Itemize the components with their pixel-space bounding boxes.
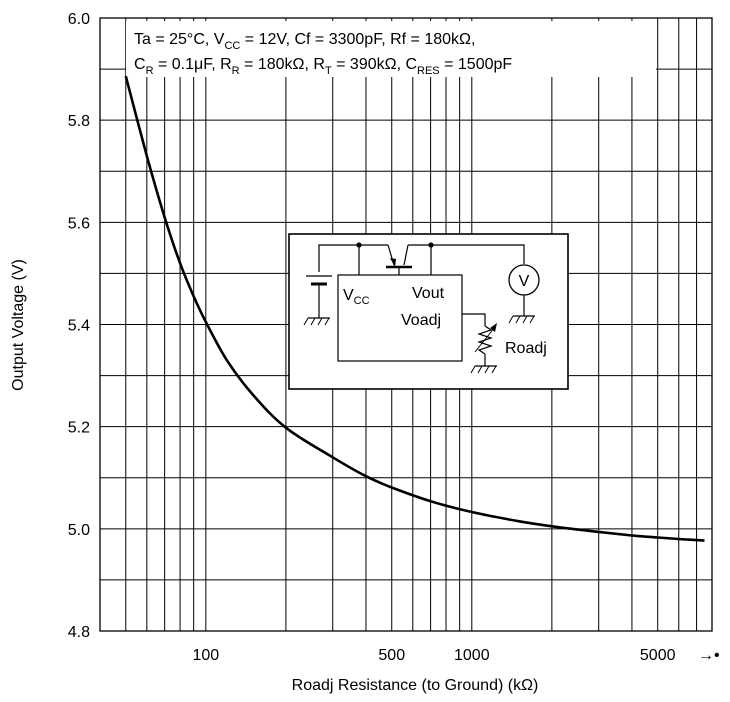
y-tick-label: 5.6 (68, 215, 90, 232)
ground-icon (508, 315, 535, 324)
vout-pin-label: Vout (412, 285, 445, 302)
vcc-pin-label: VCC (343, 287, 370, 307)
variable-resistor-arrow-shaft (474, 326, 496, 353)
x-tick-label: 5000 (640, 647, 676, 664)
y-tick-label: 5.2 (68, 420, 90, 437)
y-tick-label: 5.4 (68, 318, 90, 335)
junction-dot-left (356, 242, 362, 248)
ground-icon (303, 317, 330, 326)
x-tick-label: 500 (378, 647, 405, 664)
conditions-background (126, 21, 656, 77)
plot-frame (99, 17, 713, 632)
series-line (124, 75, 705, 542)
inset-circuit: V VCC Vout Voadj Roadj (288, 233, 569, 390)
roadj-label: Roadj (505, 340, 547, 357)
voadj-wire (462, 313, 486, 326)
x-axis-end-arrow: →• (698, 647, 720, 664)
inset-frame (288, 233, 569, 390)
y-tick-label: 6.0 (68, 11, 90, 28)
x-tick-label: 1000 (454, 647, 490, 664)
y-tick-label: 5.8 (68, 113, 90, 130)
x-axis-title: Roadj Resistance (to Ground) (kΩ) (292, 677, 539, 694)
test-conditions: Ta = 25°C, VCC = 12V, Cf = 3300pF, Rf = … (126, 21, 656, 77)
output-wire (408, 244, 525, 264)
conditions-line-2: CR = 0.1μF, RR = 180kΩ, RT = 390kΩ, CRES… (134, 56, 512, 77)
voltmeter-label: V (519, 273, 530, 290)
y-tick-label: 4.8 (68, 624, 90, 641)
tick-labels: 100 500 1000 5000 4.8 5.0 5.2 5.4 5.6 5.8 6.0 (68, 11, 676, 664)
y-axis-title: Output Voltage (V) (10, 259, 27, 391)
y-tick-label: 5.0 (68, 522, 90, 539)
x-tick-label: 100 (192, 647, 219, 664)
ground-icon (470, 365, 497, 374)
battery-wire (318, 244, 388, 272)
transistor-icon (386, 244, 412, 275)
conditions-line-1: Ta = 25°C, VCC = 12V, Cf = 3300pF, Rf = … (134, 31, 475, 52)
variable-resistor-arrowhead (490, 323, 497, 332)
ic-block (337, 274, 463, 362)
voadj-pin-label: Voadj (401, 312, 441, 329)
junction-dot-right (428, 242, 434, 248)
